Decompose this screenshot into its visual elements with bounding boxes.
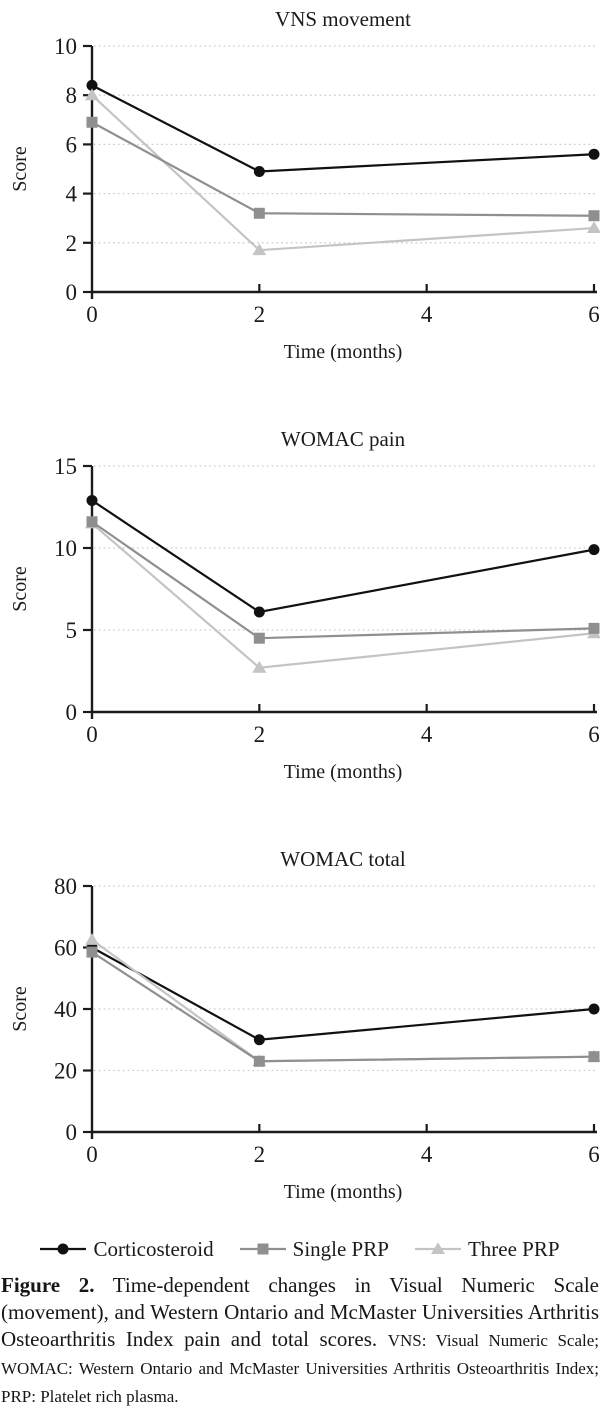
y-tick-label: 80 bbox=[54, 874, 77, 899]
y-tick-label: 4 bbox=[66, 182, 78, 207]
x-tick-label: 2 bbox=[254, 722, 266, 747]
data-point-single-prp-month-6 bbox=[588, 1051, 600, 1063]
legend-square-marker bbox=[257, 1243, 269, 1255]
series-line-corticosteroid bbox=[91, 499, 595, 614]
x-tick-label: 2 bbox=[254, 1142, 266, 1167]
series-line-single-prp bbox=[91, 520, 595, 640]
chart-svg-vns-movement: VNS movement 0 2 4 6 8 10 0 2 4 6 Score Time (months… bbox=[9, 7, 600, 363]
data-point-single-prp-month-6 bbox=[588, 210, 600, 222]
y-tick-label: 0 bbox=[66, 1120, 78, 1145]
chart-vns-movement: VNS movement 0 2 4 6 8 10 0 2 4 6 Score Time (months… bbox=[0, 0, 600, 392]
series-line-single-prp bbox=[91, 121, 595, 217]
data-point-single-prp-month-2 bbox=[253, 1055, 265, 1067]
x-tick-label: 4 bbox=[421, 722, 433, 747]
y-tick-label: 0 bbox=[66, 700, 78, 725]
chart-svg-womac-pain: WOMAC pain 0 5 10 15 0 2 4 6 Score Time (months) bbox=[9, 427, 600, 783]
series-line-three-prp bbox=[91, 94, 595, 252]
data-point-single-prp-month-2 bbox=[253, 632, 265, 644]
circle-marker-icon bbox=[40, 1243, 87, 1255]
data-point-corticosteroid-month-0 bbox=[86, 494, 98, 506]
legend-label: Three PRP bbox=[467, 1236, 560, 1261]
y-tick-label: 40 bbox=[54, 997, 77, 1022]
legend-item-three-prp: Three PRP bbox=[414, 1236, 560, 1262]
legend-label: Single PRP bbox=[292, 1236, 389, 1261]
data-point-three-prp-month-2 bbox=[252, 243, 267, 256]
legend-item-single-prp: Single PRP bbox=[239, 1236, 389, 1262]
legend-label: Corticosteroid bbox=[93, 1236, 214, 1261]
x-tick-label: 0 bbox=[86, 1142, 98, 1167]
chart-title: WOMAC total bbox=[280, 847, 406, 871]
legend-circle-marker bbox=[57, 1243, 69, 1255]
data-point-corticosteroid-month-0 bbox=[86, 79, 98, 91]
legend-triangle-marker bbox=[430, 1242, 445, 1254]
data-point-single-prp-month-0 bbox=[86, 516, 98, 528]
chart-title: WOMAC pain bbox=[281, 427, 406, 451]
caption-abbreviations: VNS: Visual Numeric Scale; WOMAC: Wester… bbox=[1, 1331, 599, 1406]
x-tick-label: 0 bbox=[86, 722, 98, 747]
chart-legend: Corticosteroid Single PRP Three PRP bbox=[0, 1234, 600, 1264]
data-point-three-prp-month-0 bbox=[85, 88, 99, 101]
data-point-three-prp-month-6 bbox=[587, 221, 600, 234]
data-point-corticosteroid-month-6 bbox=[588, 544, 600, 556]
data-point-single-prp-month-2 bbox=[253, 207, 265, 219]
x-tick-label: 2 bbox=[254, 302, 266, 327]
chart-title: VNS movement bbox=[275, 7, 411, 31]
legend-item-corticosteroid: Corticosteroid bbox=[40, 1236, 214, 1262]
series-line-corticosteroid bbox=[91, 84, 595, 173]
x-tick-label: 4 bbox=[421, 1142, 433, 1167]
chart-womac-pain: WOMAC pain 0 5 10 15 0 2 4 6 Score Time (months) bbox=[0, 420, 600, 812]
caption-main-text: Time-dependent changes in Visual Numeric… bbox=[1, 1273, 600, 1351]
series-line-single-prp bbox=[91, 951, 595, 1063]
y-tick-label: 2 bbox=[66, 231, 78, 256]
x-tick-label: 6 bbox=[588, 302, 600, 327]
y-tick-label: 15 bbox=[54, 454, 77, 479]
y-tick-label: 6 bbox=[66, 132, 78, 157]
y-tick-label: 5 bbox=[66, 618, 78, 643]
y-axis-label: Score bbox=[9, 146, 31, 192]
y-axis-label: Score bbox=[9, 986, 31, 1032]
chart-svg-womac-total: WOMAC total 0 20 40 60 80 0 2 4 6 Score Time (month… bbox=[9, 847, 600, 1203]
x-axis-label: Time (months) bbox=[284, 341, 403, 363]
data-point-corticosteroid-month-2 bbox=[253, 1034, 265, 1046]
chart-womac-total: WOMAC total 0 20 40 60 80 0 2 4 6 Score Time (month… bbox=[0, 840, 600, 1232]
data-point-corticosteroid-month-2 bbox=[253, 606, 265, 618]
data-point-corticosteroid-month-6 bbox=[588, 148, 600, 160]
y-tick-label: 8 bbox=[66, 83, 78, 108]
data-point-corticosteroid-month-2 bbox=[253, 165, 265, 177]
y-tick-label: 10 bbox=[54, 34, 77, 59]
square-marker-icon bbox=[239, 1243, 286, 1255]
x-tick-label: 4 bbox=[421, 302, 433, 327]
figure-caption: Figure 2. Time-dependent changes in Visu… bbox=[0, 1272, 600, 1410]
x-axis-label: Time (months) bbox=[284, 761, 403, 783]
x-tick-label: 6 bbox=[588, 1142, 600, 1167]
data-point-single-prp-month-0 bbox=[86, 946, 98, 958]
y-tick-label: 20 bbox=[54, 1059, 77, 1084]
y-axis-label: Score bbox=[9, 566, 31, 612]
data-point-three-prp-month-0 bbox=[85, 933, 99, 945]
data-point-single-prp-month-6 bbox=[588, 622, 600, 634]
triangle-marker-icon bbox=[414, 1242, 461, 1254]
y-tick-label: 10 bbox=[54, 536, 77, 561]
y-tick-label: 0 bbox=[66, 280, 78, 305]
data-point-single-prp-month-0 bbox=[86, 116, 98, 128]
x-axis-label: Time (months) bbox=[284, 1181, 403, 1203]
data-point-corticosteroid-month-6 bbox=[588, 1003, 600, 1015]
x-tick-label: 6 bbox=[588, 722, 600, 747]
data-point-three-prp-month-2 bbox=[252, 660, 267, 673]
y-tick-label: 60 bbox=[54, 936, 77, 961]
x-tick-label: 0 bbox=[86, 302, 98, 327]
caption-figure-label: Figure 2. bbox=[1, 1273, 95, 1297]
